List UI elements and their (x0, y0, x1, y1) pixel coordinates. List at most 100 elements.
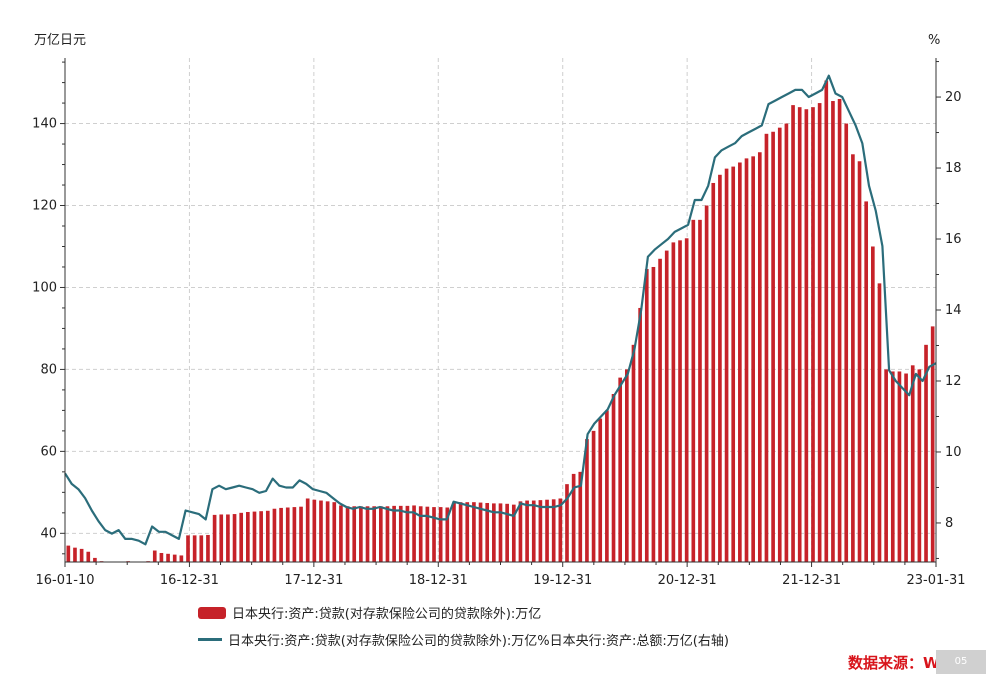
bar (678, 240, 682, 562)
bar (272, 508, 277, 562)
bar (239, 512, 244, 562)
bar (724, 168, 729, 562)
bar (438, 507, 443, 562)
right-tick-label: 10 (945, 445, 962, 460)
bar (332, 502, 337, 562)
bar (664, 250, 669, 562)
bar (871, 246, 875, 563)
bar (924, 344, 928, 562)
bar (744, 158, 749, 562)
right-tick-label: 16 (945, 232, 962, 247)
bar (844, 123, 849, 562)
bar (551, 499, 556, 562)
bar (518, 501, 523, 562)
legend-bar-label: 日本央行:资产:贷款(对存款保险公司的贷款除外):万亿 (232, 607, 542, 622)
bar (797, 107, 802, 563)
bar (545, 499, 549, 562)
legend-line-swatch (198, 638, 222, 641)
bar (731, 166, 736, 562)
bar (777, 127, 782, 562)
corner-badge: 05 (936, 650, 986, 674)
left-tick-label: 40 (40, 526, 57, 541)
bar (764, 133, 769, 562)
bar (804, 109, 809, 562)
bar (259, 511, 263, 562)
bar (392, 505, 396, 562)
bar (738, 162, 742, 563)
x-tick-label: 17-12-31 (284, 573, 343, 588)
bar (711, 182, 716, 562)
bar (618, 377, 623, 562)
bar (299, 506, 303, 562)
bar (831, 101, 835, 563)
legend-bar-swatch (198, 606, 226, 619)
bar (492, 503, 496, 562)
bar (292, 507, 297, 562)
bar (671, 242, 676, 562)
bar (505, 503, 509, 562)
legend-item-line: 日本央行:资产:贷款(对存款保险公司的贷款除外):万亿%日本央行:资产:总额:万… (198, 630, 729, 649)
bar (219, 514, 224, 562)
bar (817, 103, 822, 562)
bar (837, 98, 842, 562)
bar (365, 506, 370, 562)
bar (638, 307, 642, 562)
bar (372, 506, 377, 562)
bar (265, 510, 270, 562)
bar (565, 484, 569, 562)
bar (851, 154, 855, 563)
bar (345, 506, 350, 562)
bar (531, 500, 536, 562)
bar (930, 326, 935, 562)
bar (206, 534, 210, 562)
bar (246, 512, 250, 562)
x-tick-label: 23-01-31 (906, 573, 965, 588)
bar (498, 503, 503, 562)
x-tick-label: 20-12-31 (658, 573, 717, 588)
right-unit-label: % (928, 33, 940, 48)
bar (166, 553, 170, 562)
right-tick-label: 12 (945, 374, 962, 389)
legend-line-label: 日本央行:资产:贷款(对存款保险公司的贷款除外):万亿%日本央行:资产:总额:万… (228, 634, 729, 649)
bar (571, 473, 576, 562)
bar (458, 502, 463, 562)
bar (172, 554, 177, 562)
bar (525, 500, 529, 562)
x-tick-label: 16-01-10 (35, 573, 94, 588)
right-tick-label: 20 (945, 90, 962, 105)
left-tick-label: 120 (32, 199, 57, 214)
bar (152, 550, 157, 562)
bar (658, 258, 662, 562)
bar (212, 514, 217, 562)
bar (857, 161, 862, 562)
bar (511, 504, 516, 562)
bar (179, 555, 184, 562)
bar (319, 500, 323, 562)
left-tick-label: 60 (40, 444, 57, 459)
bar (718, 174, 722, 562)
bar (285, 507, 290, 562)
bar (751, 156, 755, 562)
x-tick-label: 21-12-31 (782, 573, 841, 588)
bar (538, 500, 543, 562)
right-tick-label: 8 (945, 516, 953, 531)
bar (791, 105, 795, 562)
bar (631, 344, 636, 562)
bar (771, 131, 775, 562)
bar (432, 507, 436, 562)
bar (232, 514, 237, 562)
x-tick-label: 16-12-31 (160, 573, 219, 588)
bar (651, 266, 656, 562)
legend-item-bars: 日本央行:资产:贷款(对存款保险公司的贷款除外):万亿 (198, 603, 541, 622)
left-tick-label: 80 (40, 362, 57, 377)
bar (910, 365, 915, 562)
bar (704, 205, 709, 562)
bar (405, 505, 410, 562)
bar (73, 547, 77, 562)
bar (445, 507, 450, 562)
bar (378, 506, 383, 562)
bar (452, 502, 456, 562)
bar (86, 551, 91, 562)
bar (691, 219, 696, 563)
